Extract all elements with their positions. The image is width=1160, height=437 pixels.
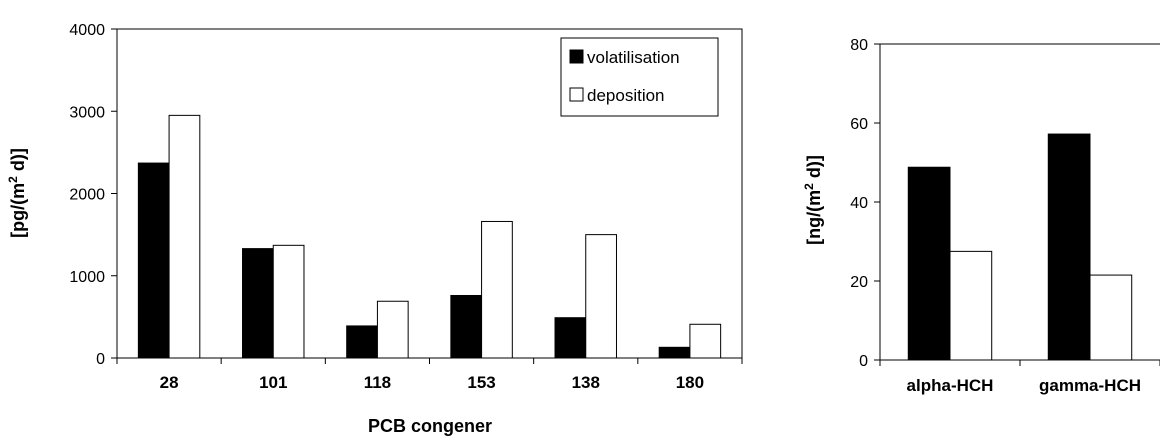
x-ticks: 28 101 118 153 138 180 (116, 358, 743, 392)
legend-label-volatilisation: volatilisation (587, 48, 680, 67)
legend-label-deposition: deposition (587, 86, 665, 105)
bar-deposition-118 (376, 300, 409, 359)
x-tick-label: alpha-HCH (907, 376, 994, 395)
y-axis-title-superscript: 2 (802, 183, 816, 190)
y-ticks: 0 1000 2000 3000 4000 (69, 22, 117, 368)
y-tick-label: 2000 (69, 187, 105, 204)
legend-swatch-volatilisation (569, 49, 584, 64)
x-tick-label: 101 (259, 373, 287, 392)
bar-deposition-138 (585, 234, 617, 359)
bars (137, 114, 722, 359)
x-tick-label: 118 (364, 373, 391, 392)
pcb-chart: 0 1000 2000 3000 4000 28 101 118 153 138 180 PCB … (6, 22, 743, 436)
bar-deposition-180 (689, 323, 722, 359)
legend-box (560, 37, 719, 117)
y-tick-label: 1000 (69, 269, 105, 286)
x-tick-label: 28 (160, 373, 179, 392)
x-tick-label: gamma-HCH (1039, 376, 1141, 395)
bar-series-2-gamma-HCH (1089, 274, 1133, 361)
bar-volatilisation-28 (137, 162, 170, 359)
y-tick-label: 4000 (69, 22, 105, 39)
x-tick-label: 180 (676, 373, 704, 392)
legend-swatch-deposition (569, 87, 584, 102)
bar-deposition-153 (481, 220, 513, 359)
x-ticks: alpha-HCH gamma-HCH (879, 360, 1160, 395)
bar-series-2-alpha-HCH (949, 250, 993, 361)
bar-volatilisation-101 (242, 248, 274, 359)
y-axis-title-superscript: 2 (6, 176, 20, 183)
y-axis-title: [pg/(m2 d)] (6, 148, 28, 238)
bar-deposition-101 (272, 244, 305, 359)
bar-deposition-28 (168, 114, 201, 359)
y-tick-label: 3000 (69, 104, 105, 121)
bar-volatilisation-153 (450, 294, 483, 359)
y-axis-title: [ng/(m2 d)] (802, 155, 824, 245)
y-tick-label: 20 (850, 274, 868, 291)
x-tick-label: 153 (467, 373, 495, 392)
bar-series-1-alpha-HCH (907, 166, 951, 361)
bar-volatilisation-138 (554, 317, 587, 359)
y-tick-label: 0 (859, 353, 868, 370)
x-axis-title: PCB congener (368, 416, 492, 436)
y-ticks: 0 20 40 60 80 (850, 37, 880, 370)
y-tick-label: 0 (96, 351, 105, 368)
bars (907, 133, 1133, 361)
bar-series-1-gamma-HCH (1047, 133, 1091, 361)
hch-chart: 0 20 40 60 80 alpha-HCH gamma-HCH [ng/(m2 d)] (802, 37, 1160, 395)
y-tick-label: 80 (850, 37, 868, 54)
x-tick-label: 138 (572, 373, 600, 392)
bar-volatilisation-180 (658, 346, 691, 359)
y-tick-label: 40 (850, 195, 868, 212)
legend: volatilisation deposition (560, 37, 719, 117)
bar-volatilisation-118 (346, 325, 378, 359)
y-tick-label: 60 (850, 116, 868, 133)
